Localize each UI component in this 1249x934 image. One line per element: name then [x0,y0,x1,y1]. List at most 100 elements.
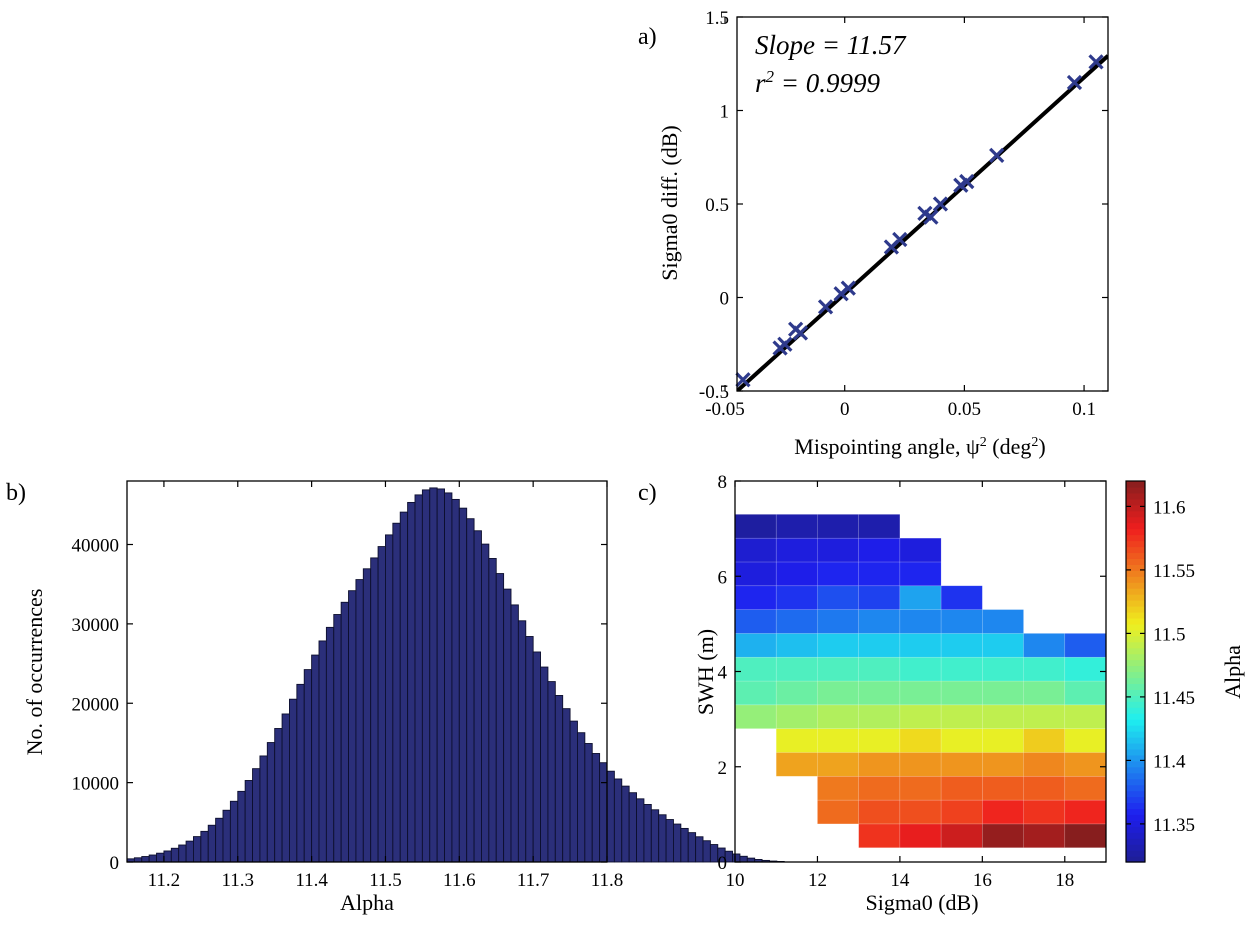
heatmap-cell [817,704,859,729]
data-point-marker [892,231,908,248]
histogram-bar [532,651,541,863]
panel-b-xtick-label: 11.8 [591,870,624,891]
heatmap-cell [1023,633,1066,658]
colorbar-segment [1126,802,1145,810]
colorbar-segment [1126,564,1145,571]
histogram-bar [665,819,674,863]
fit-line [737,54,1108,391]
histogram-bar [695,836,704,863]
colorbar-segment [1126,742,1145,750]
histogram-bar [281,713,290,863]
colorbar-segment [1126,623,1145,631]
heatmap-cell [940,609,983,634]
colorbar-segment [1126,629,1145,637]
heatmap-cell [775,609,818,634]
histogram-bar [481,543,490,863]
heatmap-cell [817,752,859,777]
panel-b-xtick-label: 11.2 [148,870,181,891]
heatmap-cell [1064,775,1107,801]
heatmap-cell [817,656,859,682]
heatmap-cell [899,728,942,753]
histogram-bar [318,640,327,863]
heatmap-cell [1023,775,1066,801]
histogram-bar [650,809,660,863]
histogram-bar [591,753,601,863]
histogram-bar [510,604,519,863]
panel-a-label: a) [638,24,657,50]
heatmap-cell [982,752,1024,777]
panel-a-xtick-label: 0.1 [1072,399,1096,420]
histogram-bar [252,768,261,863]
colorbar-segment [1126,725,1145,732]
panel-c-ytick-label: 8 [718,472,728,493]
panel-b-xtick-label: 11.7 [517,870,550,891]
histogram-bar [606,770,615,863]
histogram-bar [421,489,431,863]
heatmap-cell [817,633,859,658]
heatmap-cell [1023,728,1066,753]
heatmap-cell [734,585,777,610]
data-point-marker [840,280,856,296]
colorbar-segment [1126,689,1145,696]
histogram-bar [244,780,253,863]
heatmap-cell [858,609,901,634]
colorbar-segment [1126,695,1145,702]
panel-a-ytick-label: 1 [720,102,730,123]
heatmap-cell [858,799,901,825]
heatmap-cell [1023,799,1066,825]
histogram-bar [193,836,202,863]
colorbar-segment [1126,510,1145,518]
heatmap-cell [940,799,983,825]
heatmap-cell [858,728,901,753]
colorbar-segment [1126,677,1145,685]
panel-a-scatter: a) -0.05 0 0.05 0.1 -0.5 0 0.5 1 1.5 Slope = 11.… [638,8,1109,459]
histogram-bar [488,558,497,863]
colorbar-segment [1126,808,1145,815]
colorbar-segment [1126,856,1145,863]
histogram-bar [215,817,224,863]
histogram-bar [303,669,313,863]
heatmap-cell [899,704,942,729]
colorbar-segment [1126,754,1145,762]
panel-c-ytick-label: 4 [718,663,728,684]
heatmap-cell [858,752,901,777]
panel-b-xtick-label: 11.5 [369,870,402,891]
histogram-bar [377,546,386,863]
colorbar-label: Alpha [1220,645,1245,699]
heatmap-cell [940,728,983,753]
colorbar-segment [1126,492,1145,500]
histogram-bar [370,557,379,863]
colorbar-segment [1126,582,1145,589]
heatmap-cell [940,752,983,777]
histogram-bar [643,804,652,863]
heatmap-cell [899,775,942,801]
colorbar-segment [1126,701,1145,708]
histogram-bar [458,507,468,863]
heatmap-cell [982,728,1024,753]
colorbar-segment [1126,516,1145,524]
heatmap-cell [817,514,859,539]
heatmap-cell [775,633,818,658]
heatmap-cell [940,633,983,658]
histogram-bar [399,511,409,863]
panel-a-xlabel: Mispointing angle, ψ2 (deg2) [794,434,1045,459]
heatmap-cell [982,656,1024,682]
heatmap-cell [858,585,901,610]
heatmap-cell [817,609,859,634]
histogram-bar [503,588,512,863]
histogram-bar [739,855,748,863]
colorbar-segment [1126,540,1145,548]
histogram-bar [702,840,711,863]
colorbar-segment [1126,659,1145,667]
heatmap-cell [817,728,859,753]
heatmap-cell [1064,656,1107,682]
r2-annotation: r2 = 0.9999 [755,67,880,98]
heatmap-cell [982,633,1024,658]
colorbar-tick-label: 11.5 [1153,624,1186,645]
colorbar-segment [1126,784,1145,792]
colorbar-segment [1126,481,1145,488]
heatmap-cell [982,680,1024,706]
heatmap-cell [775,704,818,729]
colorbar-segment [1126,850,1145,857]
heatmap-cell [1023,704,1066,729]
